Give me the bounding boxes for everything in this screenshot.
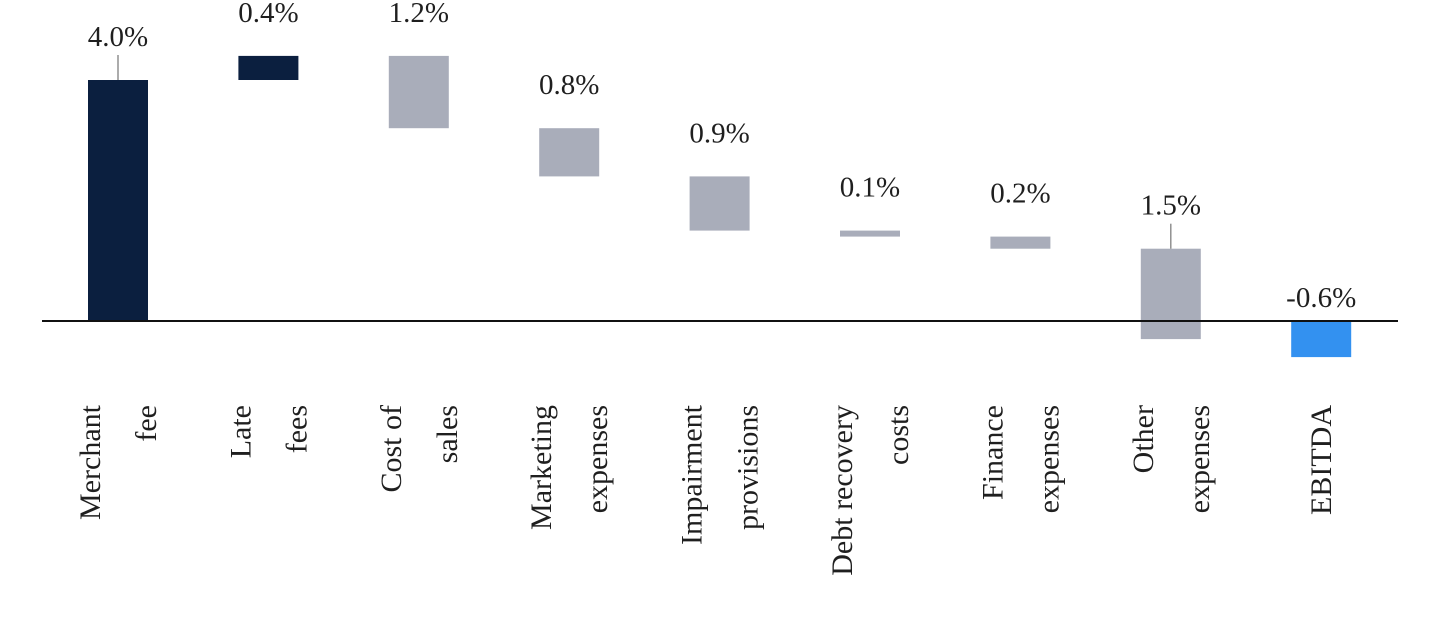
category-label-0-line-0: Merchant [74,404,107,520]
category-label-8-line-0: EBITDA [1305,405,1338,515]
category-labels-layer: Merchant fee Late fees Cost of sales Marketing… [74,404,1338,575]
category-label-0: Merchant fee [74,404,163,520]
category-label-6: Finance expenses [976,405,1065,513]
category-label-5: Debt recovery costs [826,405,915,576]
bar-3 [539,128,600,177]
category-label-5-line-0: Debt recovery [826,405,859,576]
category-label-6-line-1: expenses [1032,405,1065,513]
bar-8 [1291,321,1352,358]
bar-1 [238,55,299,80]
category-label-6-line-0: Finance [976,405,1009,500]
category-label-4-line-0: Impairment [676,404,709,545]
bar-0 [88,80,148,321]
value-label-0: 4.0% [88,21,148,53]
category-label-1-line-1: fees [280,405,313,453]
category-label-3-line-0: Marketing [525,405,558,530]
value-label-6: 0.2% [990,178,1050,210]
category-label-1-line-0: Late [224,405,257,458]
category-label-7-line-0: Other [1127,405,1160,473]
category-label-1: Late fees [224,405,313,458]
category-label-4-line-1: provisions [732,405,765,530]
value-label-4: 0.9% [689,117,749,149]
bars-layer [88,55,1352,358]
category-label-4: Impairment provisions [676,404,765,545]
category-label-2-line-0: Cost of [375,405,408,493]
bar-5 [840,230,900,237]
value-label-1: 0.4% [238,0,298,29]
category-label-5-line-1: costs [882,405,915,465]
value-label-7: 1.5% [1141,190,1201,222]
value-label-5: 0.1% [840,172,900,204]
bar-6 [990,236,1051,249]
value-labels-layer: 4.0% 0.4% 1.2% 0.8% 0.9% 0.1% 0.2% 1.5% -0.6% [88,0,1356,314]
value-label-3: 0.8% [539,69,599,101]
category-label-2-line-1: sales [431,405,464,463]
value-label-2: 1.2% [389,0,449,29]
bar-7 [1140,248,1201,340]
bar-2 [388,55,449,129]
bar-4 [689,176,750,231]
category-label-0-line-1: fee [130,405,163,442]
category-label-8: EBITDA [1305,405,1338,515]
category-label-7: Other expenses [1127,405,1216,513]
category-label-3-line-1: expenses [581,405,614,513]
category-label-7-line-1: expenses [1183,405,1216,513]
category-label-3: Marketing expenses [525,405,614,530]
connectors-layer [117,55,1172,249]
value-label-8: -0.6% [1286,282,1356,314]
category-label-2: Cost of sales [375,405,464,493]
